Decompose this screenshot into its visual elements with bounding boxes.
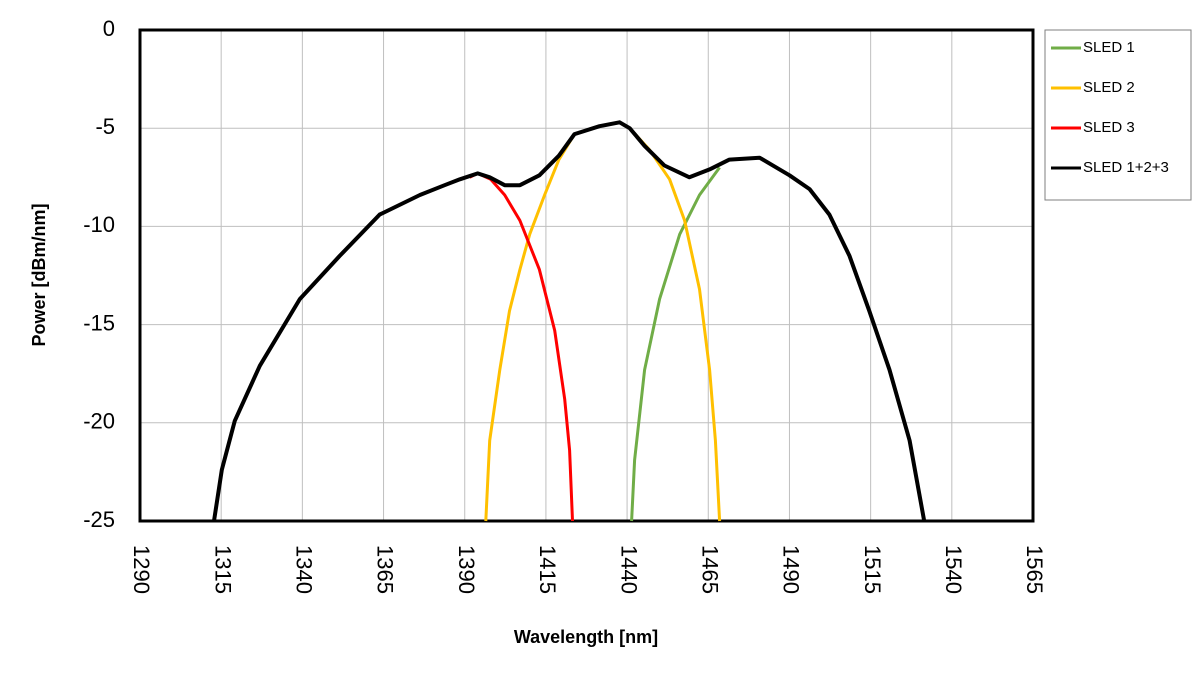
legend-label: SLED 3 xyxy=(1083,119,1135,136)
y-tick-label: -25 xyxy=(83,507,115,532)
x-tick-label: 1540 xyxy=(941,545,966,594)
x-axis-title: Wavelength [nm] xyxy=(514,627,658,647)
x-tick-label: 1315 xyxy=(210,545,235,594)
x-tick-label: 1465 xyxy=(697,545,722,594)
x-tick-label: 1390 xyxy=(454,545,479,594)
series-line xyxy=(484,120,722,522)
x-tick-label: 1365 xyxy=(373,545,398,594)
x-tick-label: 1565 xyxy=(1022,545,1047,594)
series-line xyxy=(212,120,927,522)
y-tick-label: -5 xyxy=(95,114,115,139)
legend-label: SLED 1+2+3 xyxy=(1083,159,1169,176)
legend-box xyxy=(1044,29,1192,201)
x-tick-label: 1515 xyxy=(860,545,885,594)
plot-border xyxy=(138,28,1035,523)
y-tick-label: -10 xyxy=(83,212,115,237)
series-line xyxy=(468,171,574,522)
y-tick-label: 0 xyxy=(103,16,115,41)
x-tick-label: 1290 xyxy=(129,545,154,594)
y-tick-label: -20 xyxy=(83,409,115,434)
x-tick-label: 1440 xyxy=(616,545,641,594)
y-axis-title: Power [dBm/nm] xyxy=(29,203,49,346)
x-tick-label: 1415 xyxy=(535,545,560,594)
legend-label: SLED 2 xyxy=(1083,79,1135,96)
x-tick-label: 1490 xyxy=(779,545,804,594)
legend-label: SLED 1 xyxy=(1083,39,1135,56)
series-line xyxy=(630,166,721,522)
y-tick-label: -15 xyxy=(83,310,115,335)
x-tick-label: 1340 xyxy=(292,545,317,594)
